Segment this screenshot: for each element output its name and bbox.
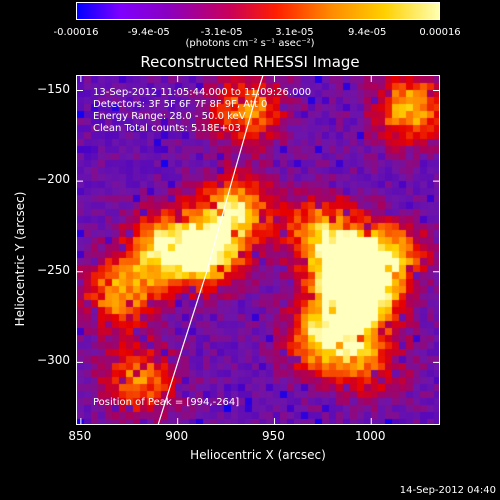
heatmap-canvas bbox=[77, 76, 439, 424]
x-tick-label: 850 bbox=[68, 429, 92, 443]
colorbar bbox=[76, 2, 440, 20]
chart-title: Reconstructed RHESSI Image bbox=[140, 53, 360, 71]
colorbar-tick-label: -0.00016 bbox=[53, 27, 99, 38]
x-axis-label: Heliocentric X (arcsec) bbox=[190, 448, 326, 462]
info-energy: Energy Range: 28.0 - 50.0 keV bbox=[93, 111, 246, 122]
info-clean: Clean Total counts: 5.18E+03 bbox=[93, 123, 241, 134]
colorbar-tick-label: -9.4e-05 bbox=[127, 27, 170, 38]
y-tick-label: −200 bbox=[37, 172, 70, 187]
x-tick-label: 1000 bbox=[354, 429, 386, 443]
y-tick-label: −250 bbox=[37, 262, 70, 277]
date-stamp: 14-Sep-2012 04:40 bbox=[399, 485, 496, 496]
info-detectors: Detectors: 3F 5F 6F 7F 8F 9F, Att 0 bbox=[93, 99, 268, 110]
y-axis-label: Heliocentric Y (arcsec) bbox=[13, 191, 27, 327]
colorbar-tick-label: 0.00016 bbox=[419, 27, 461, 38]
colorbar-tick-label: -3.1e-05 bbox=[200, 27, 243, 38]
info-peak: Position of Peak = [994,-264] bbox=[93, 397, 240, 408]
colorbar-tick-label: 9.4e-05 bbox=[347, 27, 387, 38]
solar-limb-line bbox=[157, 76, 264, 424]
colorbar-tick-label: 3.1e-05 bbox=[275, 27, 314, 38]
plot-overlay bbox=[77, 76, 439, 424]
colorbar-label: (photons cm⁻² s⁻¹ asec⁻²) bbox=[185, 38, 315, 49]
y-tick-label: −300 bbox=[37, 353, 70, 368]
y-tick-label: −150 bbox=[37, 81, 70, 96]
plot-area bbox=[76, 75, 440, 425]
x-tick-label: 950 bbox=[262, 429, 285, 443]
info-time: 13-Sep-2012 11:05:44.000 to 11:09:26.000 bbox=[93, 87, 312, 98]
x-tick-label: 900 bbox=[165, 429, 189, 443]
